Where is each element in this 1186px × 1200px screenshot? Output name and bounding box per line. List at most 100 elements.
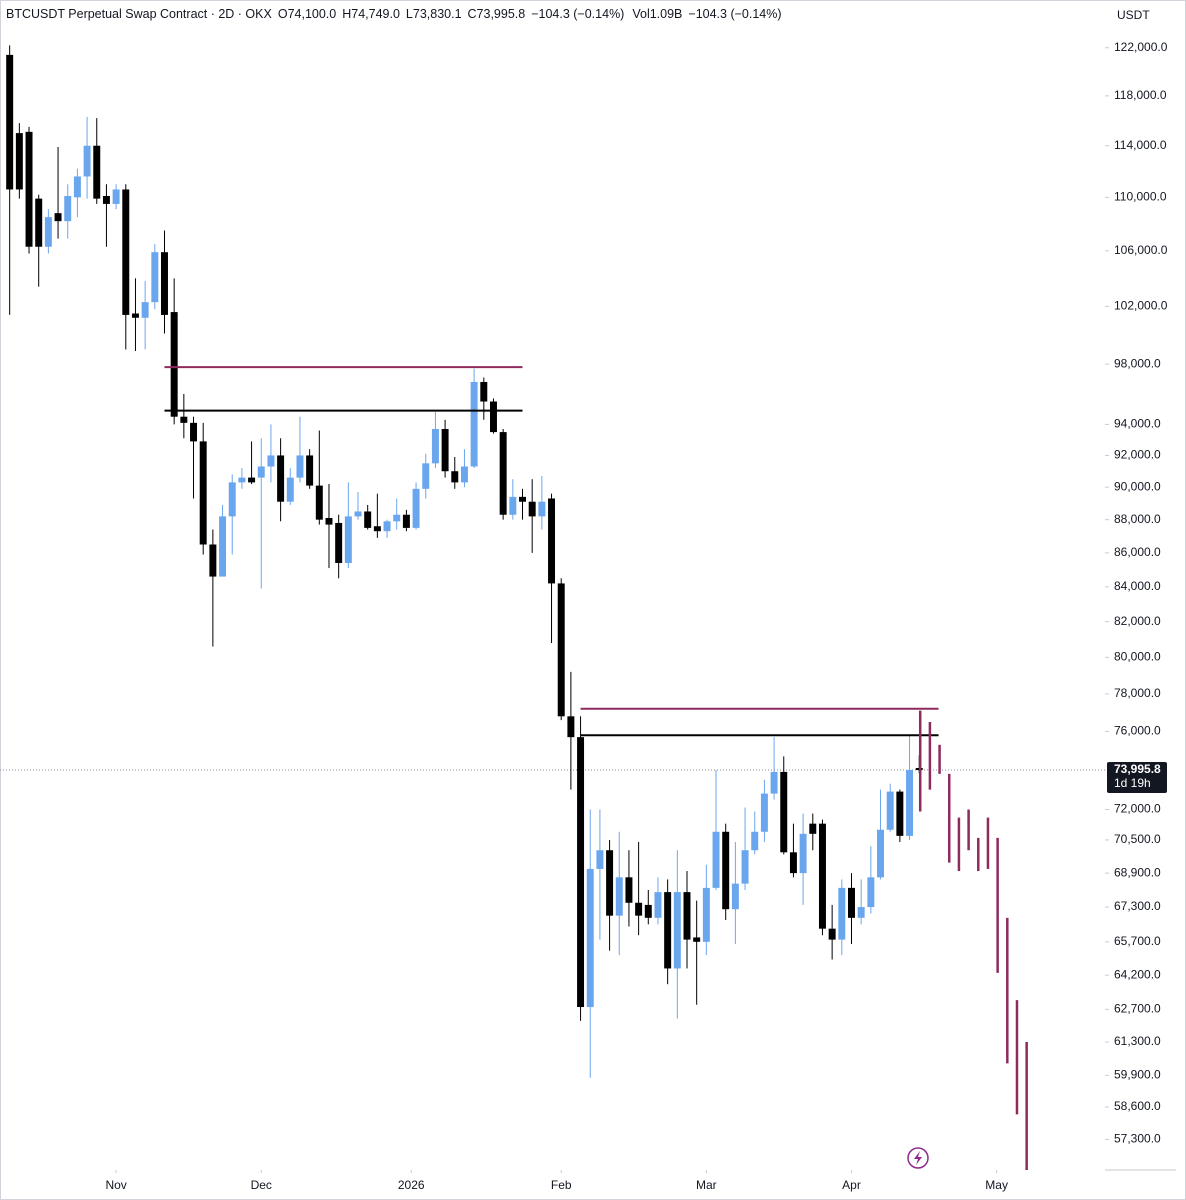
y-tick-label: 84,000.0 [1114, 579, 1161, 593]
y-tick-label: 82,000.0 [1114, 614, 1161, 628]
candle-body [886, 791, 894, 830]
y-tick-label: 58,600.0 [1114, 1099, 1161, 1113]
y-tick-label: 98,000.0 [1114, 356, 1161, 370]
x-tick-label: Feb [551, 1178, 572, 1192]
candle-body [238, 477, 246, 483]
candle-body [64, 196, 72, 222]
candle-body [470, 381, 478, 467]
candle-body [383, 521, 391, 532]
candle-body [422, 463, 430, 489]
candle-body [199, 441, 207, 545]
candle-body [809, 823, 817, 834]
legend-line: BTCUSDT Perpetual Swap Contract · 2D · O… [6, 7, 782, 21]
candle-body [877, 829, 884, 878]
y-tick-label: 122,000.0 [1114, 40, 1168, 54]
lightning-icon[interactable] [907, 1147, 929, 1169]
y-tick-label: 62,700.0 [1114, 1002, 1161, 1016]
candle-body [654, 892, 662, 918]
volume: Vol1.09B [632, 7, 682, 21]
candle-body [180, 416, 188, 423]
currency: USDT [1117, 8, 1150, 22]
candle-body [451, 471, 459, 483]
y-tick-label: 76,000.0 [1114, 724, 1161, 738]
candle-body [509, 496, 517, 515]
y-tick-label: 65,700.0 [1114, 934, 1161, 948]
candle-body [799, 833, 807, 874]
candle-body [335, 522, 343, 563]
x-tick-label: Apr [842, 1178, 861, 1192]
candle-body [702, 887, 710, 942]
ohlc: O74,100.0 [278, 7, 336, 21]
candle-body [296, 455, 304, 478]
y-tick-label: 90,000.0 [1114, 479, 1161, 493]
volume-change: −104.3 (−0.14%) [688, 7, 781, 21]
candle-body [673, 892, 681, 969]
candle-body [73, 176, 81, 198]
candle-body [44, 217, 52, 247]
price-tag [1107, 762, 1167, 794]
candle-body [25, 131, 33, 247]
candle-body [460, 466, 468, 483]
candle-body [828, 928, 836, 940]
candle-body [393, 514, 401, 522]
icon-bolt[interactable] [914, 1151, 922, 1165]
symbol: BTCUSDT Perpetual Swap Contract · 2D · O… [6, 7, 272, 21]
x-tick-label: Nov [105, 1178, 126, 1192]
candle-body [538, 501, 546, 517]
candle-body [83, 145, 91, 177]
candle-body [731, 883, 739, 910]
plot [0, 45, 1105, 1170]
candle-body [857, 907, 865, 918]
candle-body [838, 887, 846, 940]
candle-body [644, 904, 652, 918]
candle-body [625, 877, 633, 903]
candle-body [112, 189, 120, 204]
ohlc: C73,995.8 [468, 7, 526, 21]
candle-body [35, 198, 43, 247]
candle-body [780, 771, 788, 853]
candle-body [664, 892, 672, 969]
y-tick-label: 61,300.0 [1114, 1034, 1161, 1048]
candle-body [480, 381, 488, 402]
x-tick-label: May [985, 1178, 1008, 1192]
y-tick-label: 114,000.0 [1114, 138, 1167, 152]
candle-body [122, 189, 130, 315]
candle-body [344, 516, 352, 563]
candle-body [867, 877, 875, 908]
y-tick-label: 88,000.0 [1114, 512, 1161, 526]
candle-body [102, 196, 110, 204]
candle-body [722, 831, 730, 910]
candle-body [286, 477, 294, 502]
candle-body [712, 831, 720, 888]
y-tick-label: 59,900.0 [1114, 1067, 1161, 1081]
candle-body [257, 466, 265, 478]
candle-body [161, 252, 168, 315]
x-tick-label: Mar [696, 1178, 717, 1192]
candle-body [325, 518, 333, 525]
candle-body [489, 401, 497, 433]
candle-body [606, 850, 614, 916]
candle-body [635, 902, 643, 916]
candle-body [131, 313, 139, 318]
candle-body [267, 455, 275, 467]
candle-body [15, 133, 23, 190]
candle-body [354, 511, 362, 517]
y-tick-label: 78,000.0 [1114, 686, 1161, 700]
candle-body [412, 488, 420, 528]
candle-body [6, 54, 14, 190]
candle-body [209, 544, 217, 577]
candle-body [906, 769, 914, 836]
y-tick-label: 118,000.0 [1114, 88, 1167, 102]
candle-body [151, 252, 159, 303]
y-tick-label: 92,000.0 [1114, 448, 1161, 462]
y-tick-label: 94,000.0 [1114, 417, 1161, 431]
candle-body [528, 501, 536, 517]
y-tick-label: 80,000.0 [1114, 650, 1161, 664]
x-tick-label: Dec [251, 1178, 272, 1192]
candle-body [519, 496, 526, 502]
candle-body [306, 455, 314, 486]
candle-body [373, 526, 381, 532]
candle-body [760, 793, 768, 832]
